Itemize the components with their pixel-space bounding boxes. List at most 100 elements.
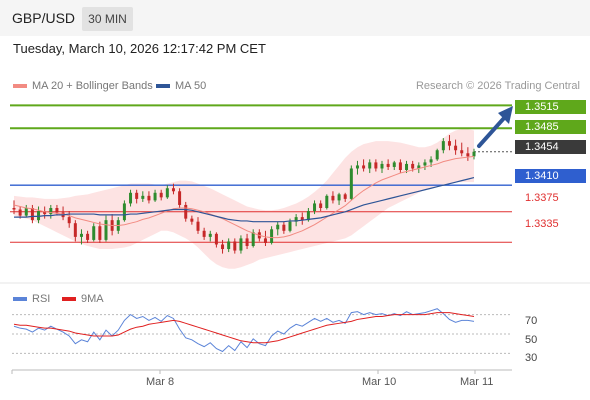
price-label-s2: 1.3335 — [525, 218, 559, 230]
candle-body — [472, 151, 476, 157]
candle-body — [276, 224, 280, 230]
candle-body — [251, 232, 255, 246]
candle-body — [288, 221, 292, 231]
candle-body — [221, 244, 225, 250]
candle-body — [411, 163, 415, 169]
candle-body — [92, 226, 96, 240]
candle-body — [43, 211, 47, 215]
candle-body — [214, 233, 218, 245]
candle-body — [30, 208, 34, 221]
candle-body — [73, 223, 77, 237]
candle-body — [147, 195, 151, 201]
candle-body — [141, 195, 145, 199]
candle-body — [392, 162, 396, 167]
candle-body — [398, 162, 402, 170]
rsi-line — [13, 308, 475, 353]
candle-body — [319, 203, 323, 208]
date-label-mar11: Mar 11 — [460, 376, 494, 388]
candle-body — [67, 217, 71, 224]
candle-body — [454, 145, 458, 151]
legend-ma20: MA 20 + Bollinger Bands — [13, 80, 153, 92]
candle-body — [239, 238, 243, 251]
forecast-arrow — [477, 115, 507, 148]
candle-body — [37, 211, 41, 221]
legend-rsi: RSI — [13, 293, 50, 305]
datetime-label: Tuesday, March 10, 2026 12:17:42 PM CET — [13, 41, 266, 56]
candle-body — [24, 208, 28, 216]
candle-body — [374, 162, 378, 169]
legend-rsi-ma-label: 9MA — [81, 293, 104, 305]
forecast-arrowhead — [498, 106, 513, 124]
bollinger-band — [14, 128, 474, 269]
candle-body — [313, 203, 317, 212]
candle-body — [227, 241, 231, 250]
candle-body — [380, 163, 384, 169]
candle-body — [423, 162, 427, 166]
candle-body — [282, 224, 286, 231]
candle-body — [343, 194, 347, 199]
price-tag-r2: 1.3515 — [515, 100, 586, 114]
candle-body — [337, 194, 341, 201]
top-bar: GBP/USD 30 MIN — [0, 0, 590, 36]
candle-body — [171, 188, 175, 192]
candle-body — [294, 217, 298, 222]
candle-body — [263, 238, 267, 243]
candle-body — [104, 220, 108, 240]
candle-body — [129, 192, 133, 204]
candle-body — [447, 141, 451, 146]
rsi-ma-line — [13, 312, 475, 344]
legend-rsi-ma: 9MA — [62, 293, 104, 305]
date-label-mar10: Mar 10 — [362, 376, 397, 388]
rsi-ma-swatch — [62, 297, 76, 301]
candle-body — [325, 195, 329, 208]
candle-body — [331, 195, 335, 201]
rsi-axis-70: 70 — [525, 315, 538, 327]
timeframe-button[interactable]: 30 MIN — [82, 7, 133, 31]
legend-rsi-label: RSI — [32, 293, 51, 305]
ma50-line — [14, 177, 475, 223]
candle-body — [55, 208, 59, 213]
ma20-line — [13, 155, 475, 239]
candle-body — [306, 211, 310, 221]
candle-body — [153, 192, 157, 201]
candle-body — [405, 163, 409, 170]
legend-ma50: MA 50 — [156, 80, 206, 92]
copyright-text: Research © 2026 Trading Central — [415, 80, 580, 92]
ma50-swatch — [156, 84, 170, 88]
price-tag-r1: 1.3485 — [515, 120, 586, 134]
candle-body — [79, 233, 83, 237]
candle-body — [86, 233, 90, 240]
candle-body — [362, 165, 366, 169]
ma20-swatch — [13, 84, 27, 88]
candle-body — [270, 229, 274, 243]
candle-body — [122, 203, 126, 221]
candle-body — [196, 221, 200, 231]
candle-body — [184, 204, 188, 219]
candle-body — [135, 192, 139, 199]
candle-body — [466, 153, 470, 157]
candle-body — [98, 226, 102, 240]
candle-body — [300, 217, 304, 221]
candle-body — [233, 241, 237, 251]
symbol-label: GBP/USD — [12, 10, 76, 26]
candle-body — [12, 208, 16, 210]
candle-body — [159, 192, 163, 198]
candle-body — [245, 238, 249, 246]
legend-ma20-label: MA 20 + Bollinger Bands — [32, 80, 153, 92]
candle-body — [429, 159, 433, 163]
candle-body — [435, 150, 439, 160]
candle-body — [165, 188, 169, 198]
candle-body — [18, 209, 22, 216]
candle-body — [178, 191, 182, 205]
legend-ma50-label: MA 50 — [175, 80, 207, 92]
candle-body — [208, 233, 212, 237]
candle-body — [349, 168, 353, 199]
candle-body — [355, 165, 359, 169]
rsi-swatch — [13, 297, 27, 301]
price-tag-last: 1.3454 — [515, 140, 586, 154]
candle-body — [49, 208, 53, 215]
price-label-s1: 1.3375 — [525, 192, 559, 204]
rsi-axis-50: 50 — [525, 334, 538, 346]
candle-body — [460, 150, 464, 154]
